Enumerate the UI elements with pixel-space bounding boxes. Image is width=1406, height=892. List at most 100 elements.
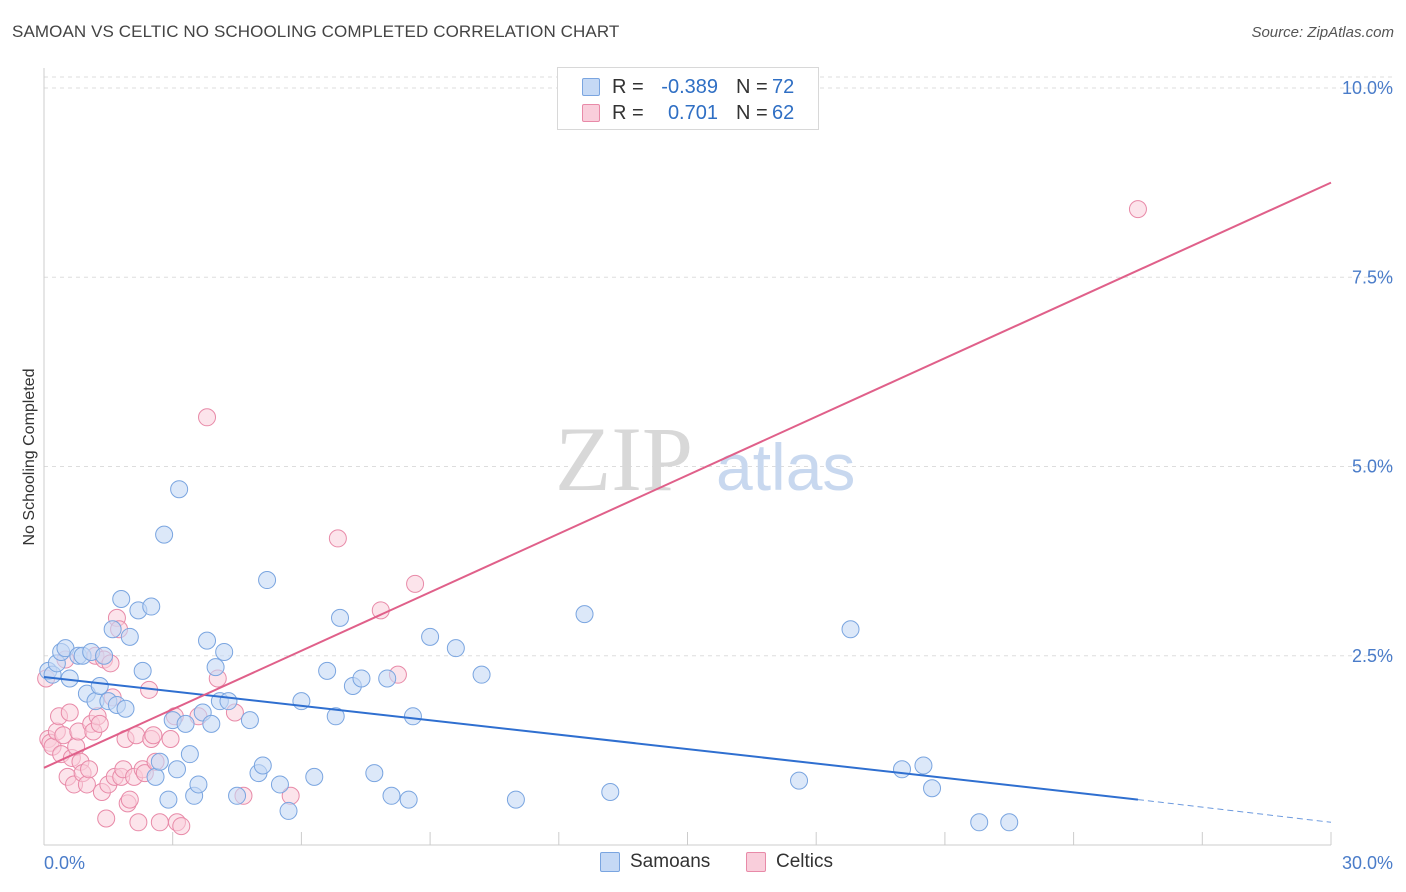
samoan-point <box>146 767 165 786</box>
celtic-point <box>406 574 425 593</box>
source-label: Source: ZipAtlas.com <box>1251 24 1394 41</box>
samoan-point <box>421 627 440 646</box>
samoans-swatch <box>600 852 620 872</box>
samoan-point <box>914 756 933 775</box>
celtic-swatch <box>582 104 600 122</box>
watermark: ZIP atlas <box>555 408 855 510</box>
samoan-point <box>150 752 169 771</box>
celtic-point <box>144 726 163 745</box>
axes <box>43 68 1332 846</box>
samoan-point <box>159 790 178 809</box>
samoan-point <box>790 771 809 790</box>
samoan-point <box>403 707 422 726</box>
celtics-swatch <box>746 852 766 872</box>
watermark-zip: ZIP <box>555 408 693 510</box>
samoan-point <box>279 801 298 820</box>
legend-r-label: R = <box>612 75 644 98</box>
celtic-point <box>161 730 180 749</box>
samoan-point <box>253 756 272 775</box>
x-tick-label: 30.0% <box>1342 853 1393 873</box>
celtic-point <box>120 790 139 809</box>
legend-n-label: N = <box>736 75 768 98</box>
celtic-point <box>90 714 109 733</box>
samoan-point <box>170 480 189 499</box>
samoan-point <box>378 669 397 688</box>
samoan-point <box>240 711 259 730</box>
celtic-point <box>198 408 217 427</box>
samoan-point <box>472 665 491 684</box>
watermark-atlas: atlas <box>716 430 855 504</box>
legend-item-celtics[interactable]: Celtics <box>746 851 833 873</box>
samoan-trend-line <box>43 675 1139 801</box>
legend-row-celtic: R = 0.701 N = 62 <box>582 101 794 125</box>
samoan-point <box>228 786 247 805</box>
tick-labels: 2.5% 5.0% 7.5% 10.0% 0.0% 30.0% <box>44 78 1393 873</box>
samoan-point <box>258 571 277 590</box>
celtic-point <box>97 809 116 828</box>
legend-n-label: N = <box>736 101 768 124</box>
samoan-point <box>305 767 324 786</box>
celtic-point <box>129 813 148 832</box>
samoan-point <box>112 589 131 608</box>
samoan-point <box>206 658 225 677</box>
samoan-point <box>326 707 345 726</box>
legend-r-label: R = <box>612 101 644 124</box>
samoan-point <box>120 627 139 646</box>
samoan-point <box>575 605 594 624</box>
samoan-point <box>893 760 911 779</box>
samoan-point <box>399 790 418 809</box>
samoan-series <box>39 480 1019 832</box>
legend-row-samoan: R = -0.389 N = 72 <box>582 75 794 99</box>
legend-n-value: 62 <box>772 101 795 124</box>
celtic-point <box>77 775 96 794</box>
samoan-point <box>116 699 135 718</box>
samoan-trend-extension <box>1137 799 1332 823</box>
samoan-point <box>90 677 109 696</box>
celtic-point <box>328 529 347 548</box>
celtic-trend-line <box>43 181 1332 769</box>
legend-r-value: -0.389 <box>661 75 718 98</box>
legend-label-samoans: Samoans <box>630 851 711 872</box>
samoan-point <box>601 783 620 802</box>
samoan-point <box>189 775 208 794</box>
samoan-point <box>1000 813 1019 832</box>
samoan-point <box>180 745 199 764</box>
celtic-point <box>1128 200 1147 219</box>
samoan-point <box>331 608 350 627</box>
samoan-point <box>841 620 860 639</box>
samoan-point <box>970 813 989 832</box>
legend-label-celtics: Celtics <box>776 851 834 872</box>
y-tick-label: 5.0% <box>1352 457 1393 477</box>
samoan-point <box>506 790 525 809</box>
legend-n-value: 72 <box>772 75 795 98</box>
legend-item-samoans[interactable]: Samoans <box>600 851 710 873</box>
stats-legend: R = -0.389 N = 72 R = 0.701 N = 62 <box>557 67 819 130</box>
samoan-point <box>923 779 942 798</box>
samoan-point <box>270 775 289 794</box>
samoan-point <box>133 661 152 680</box>
samoan-point <box>176 714 195 733</box>
samoan-point <box>103 620 122 639</box>
samoan-point <box>446 639 465 658</box>
legend-r-value: 0.701 <box>667 101 718 124</box>
samoan-point <box>318 661 337 680</box>
celtic-point <box>80 760 99 779</box>
x-tick-label: 0.0% <box>44 853 85 873</box>
gridlines <box>44 76 1392 657</box>
samoan-point <box>155 525 174 544</box>
samoan-swatch <box>582 78 600 96</box>
celtic-point <box>60 703 79 722</box>
samoan-point <box>215 642 234 661</box>
samoan-point <box>198 631 217 650</box>
samoan-point <box>352 669 371 688</box>
samoan-point <box>365 764 384 783</box>
celtic-point <box>150 813 169 832</box>
samoan-point <box>142 597 161 616</box>
y-tick-label: 7.5% <box>1352 267 1393 287</box>
samoan-point <box>95 646 114 665</box>
samoan-point <box>202 714 221 733</box>
page-title: SAMOAN VS CELTIC NO SCHOOLING COMPLETED … <box>12 22 620 41</box>
trend-lines <box>43 181 1332 823</box>
y-tick-label: 10.0% <box>1342 78 1393 98</box>
